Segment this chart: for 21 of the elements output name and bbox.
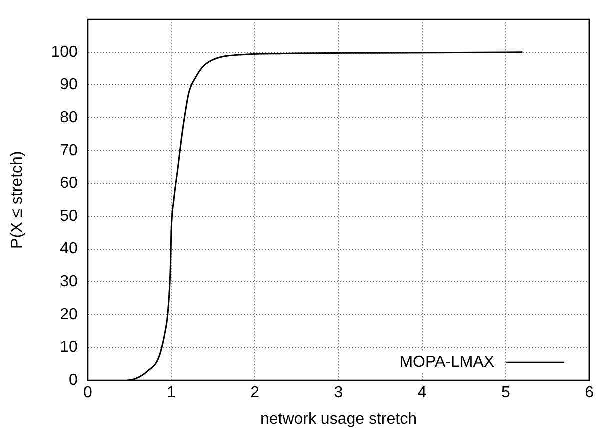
x-tick-label: 2	[250, 384, 260, 402]
x-tick-label: 1	[167, 384, 176, 402]
y-tick-label: 10	[60, 339, 78, 356]
y-axis-title: P(X ≤ stretch)	[9, 151, 26, 249]
x-tick-label: 5	[501, 384, 510, 402]
y-tick-label: 90	[60, 76, 78, 94]
y-tick-label: 30	[60, 274, 78, 291]
x-axis-title: network usage stretch	[260, 410, 417, 428]
y-tick-label: 40	[60, 240, 78, 258]
y-tick-label: 20	[60, 306, 78, 324]
legend-label: MOPA-LMAX	[400, 354, 495, 372]
y-tick-label: 50	[60, 208, 78, 225]
y-tick-label: 60	[60, 175, 78, 192]
x-tick-label: 6	[585, 384, 594, 402]
y-tick-label: 0	[68, 372, 78, 390]
x-tick-label: 4	[418, 384, 427, 402]
y-tick-label: 100	[51, 44, 78, 61]
x-tick-label: 0	[83, 384, 92, 402]
x-tick-label: 3	[334, 384, 344, 402]
y-tick-label: 70	[60, 142, 78, 160]
y-tick-label: 80	[60, 109, 78, 126]
